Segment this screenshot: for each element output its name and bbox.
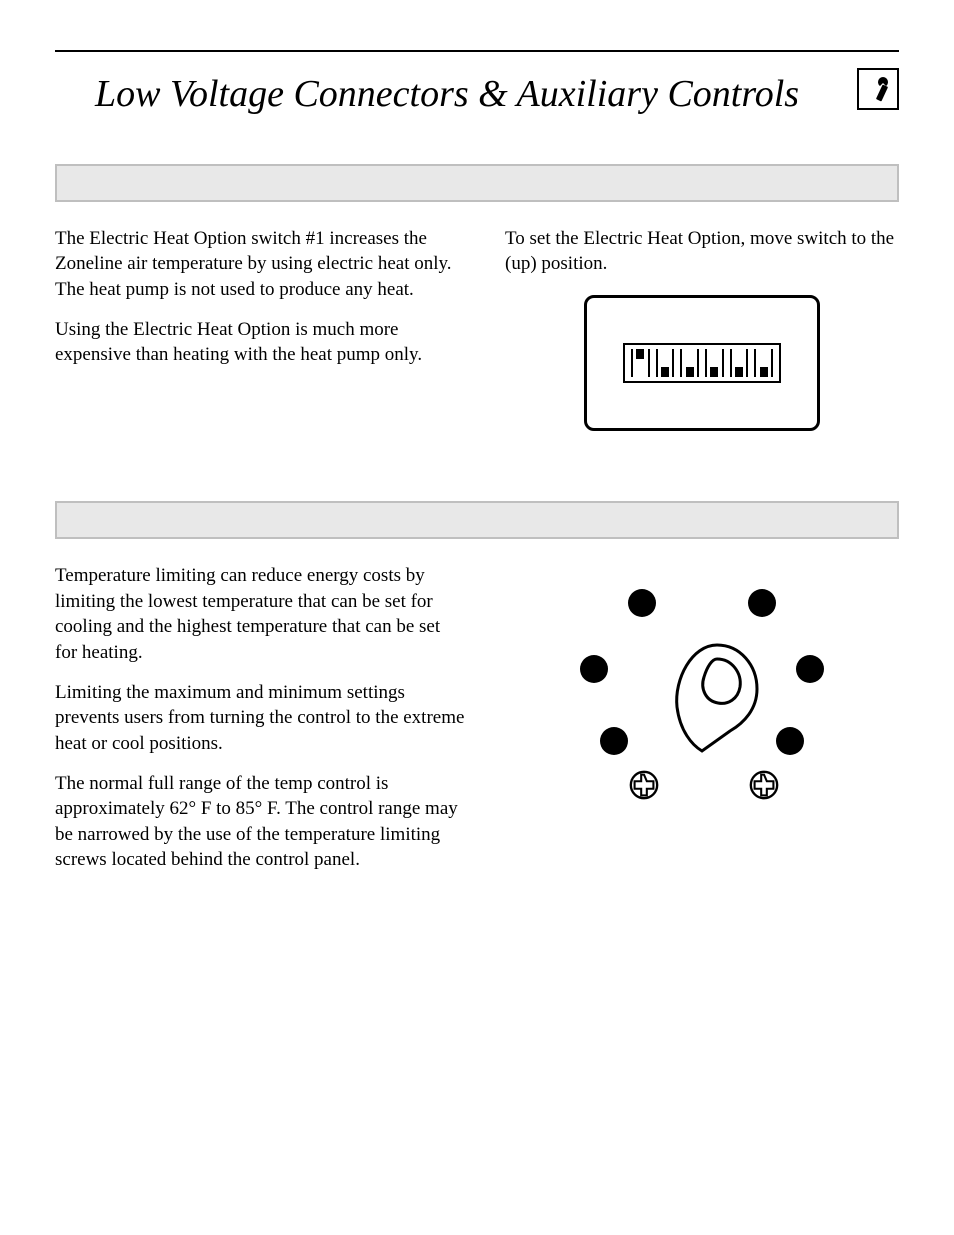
section-1-right: To set the Electric Heat Option, move sw… [505,226,899,431]
section-bar-2 [55,501,899,539]
dip-switch-4 [705,349,724,377]
s1-right-para: To set the Electric Heat Option, move sw… [505,226,899,277]
dip-knob-1 [636,349,644,359]
s2-para-1: Temperature limiting can reduce energy c… [55,563,465,666]
dial-stop-dot-5 [796,655,824,683]
dial-stop-dot-4 [748,589,776,617]
dial-stop-dot-6 [776,727,804,755]
dial-stop-dot-2 [580,655,608,683]
section-2-columns: Temperature limiting can reduce energy c… [55,563,899,887]
dip-knob-4 [710,367,718,377]
dip-knob-5 [735,367,743,377]
dip-switch-1 [631,349,650,377]
section-2-left: Temperature limiting can reduce energy c… [55,563,465,887]
dial [542,577,862,817]
top-rule [55,50,899,52]
section-1-columns: The Electric Heat Option switch #1 incre… [55,226,899,431]
section-1-left: The Electric Heat Option switch #1 incre… [55,226,465,431]
dial-stop-dot-1 [600,727,628,755]
wrench-icon [857,68,899,110]
header-row: Low Voltage Connectors & Auxiliary Contr… [55,74,899,116]
limiting-screw-icon-1 [628,769,660,801]
s2-para-2: Limiting the maximum and minimum setting… [55,680,465,757]
dip-knob-3 [686,367,694,377]
dial-stop-dot-3 [628,589,656,617]
section-bar-1 [55,164,899,202]
dip-switch-2 [656,349,675,377]
s2-para-3: The normal full range of the temp contro… [55,771,465,874]
dip-outer-frame [584,295,820,431]
section-gap [55,431,899,501]
dip-switch-5 [730,349,749,377]
limiting-screw-icon-2 [748,769,780,801]
dip-knob-2 [661,367,669,377]
s1-right-b: (up) position. [505,253,607,274]
s1-para-2: Using the Electric Heat Option is much m… [55,317,465,368]
page-title: Low Voltage Connectors & Auxiliary Contr… [55,74,799,116]
dial-knob-icon [662,637,772,757]
dip-knob-6 [760,367,768,377]
dip-switch-3 [680,349,699,377]
page: Low Voltage Connectors & Auxiliary Contr… [0,0,954,927]
dip-switch-diagram [505,295,899,431]
section-2-right [505,563,899,887]
dip-switch-6 [754,349,773,377]
dip-inner-frame [623,343,781,383]
s1-para-1: The Electric Heat Option switch #1 incre… [55,226,465,303]
s1-right-a: To set the Electric Heat Option, move sw… [505,228,894,249]
temperature-dial-diagram [505,577,899,817]
